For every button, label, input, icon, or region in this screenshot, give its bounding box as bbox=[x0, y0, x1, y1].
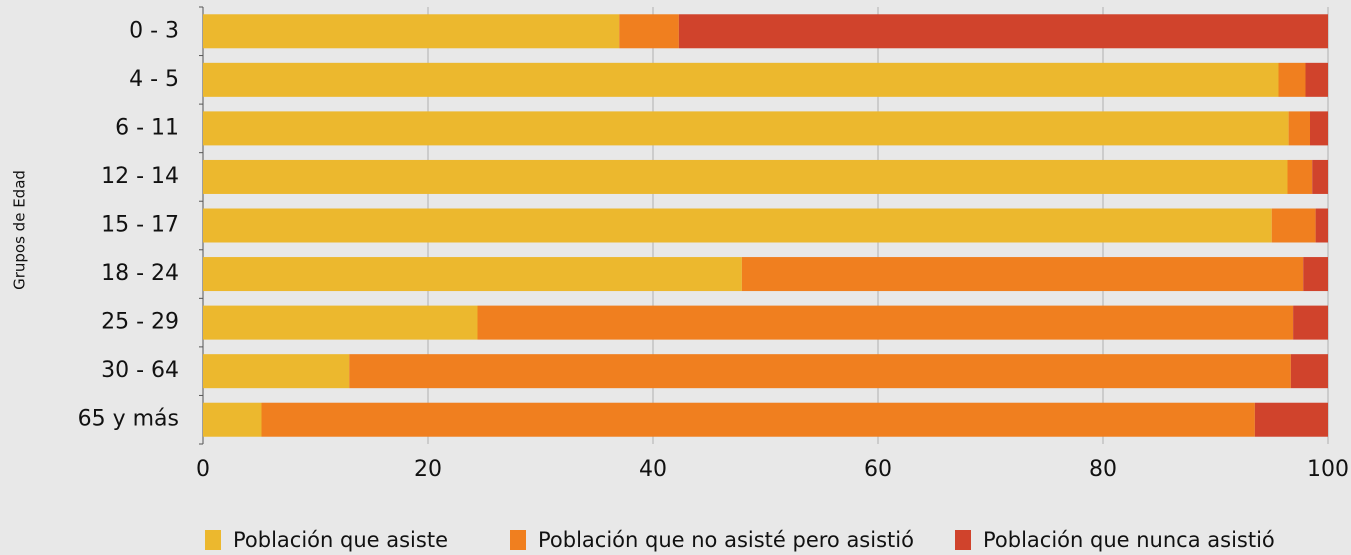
bar-segment bbox=[477, 305, 1294, 340]
x-tick-label: 100 bbox=[1307, 457, 1349, 482]
bar-segment bbox=[1254, 402, 1328, 437]
bar-segment bbox=[203, 402, 262, 437]
bar-segment bbox=[1278, 62, 1306, 97]
bar-segment bbox=[1293, 305, 1328, 340]
y-tick-label: 6 - 11 bbox=[115, 115, 179, 140]
bar-segment bbox=[678, 14, 1328, 49]
legend-swatch bbox=[510, 530, 526, 550]
y-tick-label: 4 - 5 bbox=[129, 67, 179, 92]
bar-segment bbox=[203, 305, 478, 340]
legend-swatch bbox=[955, 530, 971, 550]
x-tick-label: 80 bbox=[1089, 457, 1117, 482]
legend-label: Población que nunca asistió bbox=[983, 528, 1275, 552]
y-tick-label: 15 - 17 bbox=[101, 213, 179, 238]
bar-segment bbox=[619, 14, 679, 49]
bar-segment bbox=[1303, 257, 1328, 292]
y-axis-title: Grupos de Edad bbox=[11, 170, 29, 290]
bar-segment bbox=[1288, 111, 1310, 146]
bar-segment bbox=[203, 257, 742, 292]
bar-segment bbox=[203, 354, 350, 389]
bar-segment bbox=[203, 111, 1289, 146]
bar-segment bbox=[203, 208, 1272, 243]
legend-swatch bbox=[205, 530, 221, 550]
bar-segment bbox=[1287, 159, 1313, 194]
y-tick-label: 30 - 64 bbox=[101, 358, 179, 383]
bar-segment bbox=[1310, 111, 1328, 146]
legend-label: Población que asiste bbox=[233, 528, 448, 552]
bar-segment bbox=[1271, 208, 1316, 243]
y-tick-label: 12 - 14 bbox=[101, 164, 179, 189]
bar-segment bbox=[1312, 159, 1328, 194]
y-tick-label: 25 - 29 bbox=[101, 310, 179, 335]
bar-segment bbox=[1305, 62, 1328, 97]
bar-segment bbox=[1290, 354, 1328, 389]
y-tick-label: 18 - 24 bbox=[101, 261, 179, 286]
x-tick-label: 60 bbox=[864, 457, 892, 482]
bar-segment bbox=[203, 159, 1288, 194]
bar-segment bbox=[203, 62, 1279, 97]
bar-segment bbox=[203, 14, 620, 49]
y-tick-label: 65 y más bbox=[78, 407, 179, 432]
x-tick-label: 20 bbox=[414, 457, 442, 482]
x-tick-label: 40 bbox=[639, 457, 667, 482]
bar-segment bbox=[261, 402, 1255, 437]
y-tick-label: 0 - 3 bbox=[129, 18, 179, 43]
bar-segment bbox=[741, 257, 1304, 292]
bar-segment bbox=[349, 354, 1291, 389]
x-tick-label: 0 bbox=[196, 457, 210, 482]
bar-segment bbox=[1315, 208, 1328, 243]
legend-label: Población que no asisté pero asistió bbox=[538, 528, 914, 552]
